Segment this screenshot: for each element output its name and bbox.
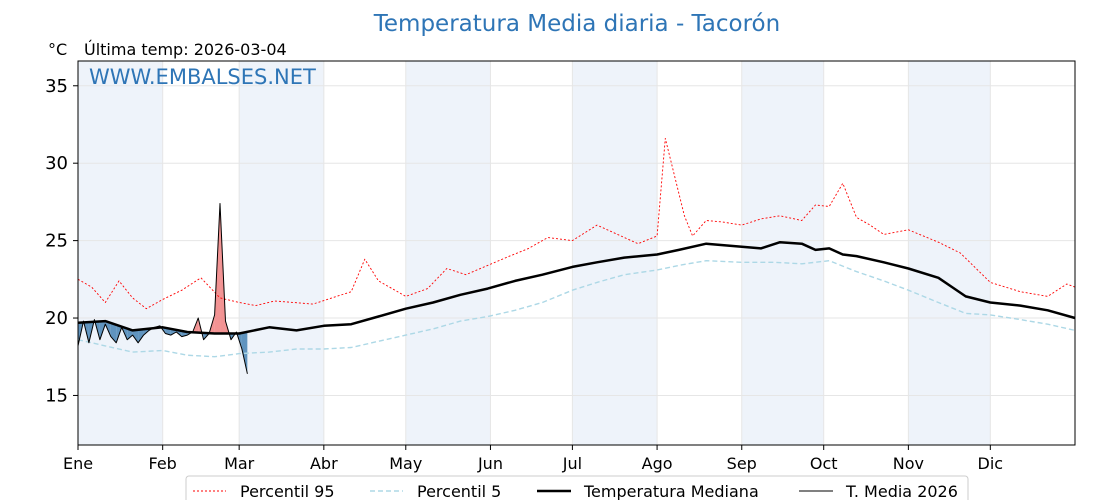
legend-label-median: Temperatura Mediana [583,482,759,500]
last-temp-label: Última temp: 2026-03-04 [84,40,287,59]
anomaly-fill-10 [132,329,139,343]
month-band-0 [78,61,163,445]
anomaly-fill-11 [138,329,144,343]
series-line-current [77,203,248,374]
month-band-10 [908,61,991,445]
unit-label: °C [48,40,67,59]
plot-frame [77,60,1076,446]
x-tick-label-2: Mar [224,454,255,473]
series-line-p95 [77,137,1076,310]
x-tick-label-4: May [389,454,422,473]
y-tick-label-2: 25 [45,231,68,252]
y-tick-label-1: 20 [45,308,68,329]
month-band-4 [405,61,491,445]
month-band-8 [741,61,824,445]
month-bands [78,61,991,445]
series-lines [77,137,1076,374]
x-tick-label-0: Ene [63,454,93,473]
y-tick-label-4: 35 [45,76,68,97]
anomaly-fill-9 [127,328,133,340]
legend-box [185,475,969,500]
x-tick-label-9: Oct [810,454,838,473]
y-axis: 15 20 25 30 35 [45,76,78,406]
legend-label-p95: Percentil 95 [240,482,335,500]
x-tick-label-7: Ago [642,454,673,473]
legend: Percentil 95 Percentil 5 Temperatura Med… [185,475,969,500]
month-band-6 [572,61,658,445]
series-line-median [77,240,1076,335]
series-line-p5 [77,260,1076,358]
legend-label-p5: Percentil 5 [417,482,501,500]
x-tick-label-10: Nov [893,454,924,473]
x-tick-label-1: Feb [149,454,177,473]
legend-label-current: T. Media 2026 [845,482,958,500]
month-band-2 [239,61,324,445]
x-tick-label-6: Jul [562,454,582,473]
x-axis: Ene Feb Mar Abr May Jun Jul Ago Sep Oct Nov Dic [63,445,1003,473]
y-tick-label-3: 30 [45,153,68,174]
chart-title: Temperatura Media diaria - Tacorón [373,11,780,37]
x-tick-label-5: Jun [477,454,503,473]
y-tick-label-0: 15 [45,385,68,406]
watermark: WWW.EMBALSES.NET [89,65,316,89]
x-tick-label-8: Sep [727,454,757,473]
x-tick-label-11: Dic [978,454,1004,473]
x-tick-label-3: Abr [310,454,338,473]
